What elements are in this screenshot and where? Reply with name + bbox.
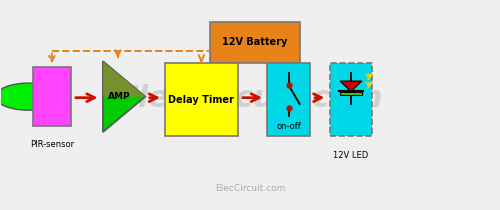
Text: ElecCircuit.com: ElecCircuit.com xyxy=(117,84,383,113)
FancyBboxPatch shape xyxy=(210,22,300,63)
FancyBboxPatch shape xyxy=(165,63,238,136)
Polygon shape xyxy=(103,61,146,132)
Text: Delay Timer: Delay Timer xyxy=(168,95,234,105)
FancyBboxPatch shape xyxy=(330,63,372,136)
Polygon shape xyxy=(340,81,362,91)
Text: 12V LED: 12V LED xyxy=(334,151,368,160)
Text: ElecCircuit.com: ElecCircuit.com xyxy=(215,184,285,193)
Text: AMP: AMP xyxy=(108,92,130,101)
FancyBboxPatch shape xyxy=(33,67,70,126)
Polygon shape xyxy=(103,61,146,97)
FancyBboxPatch shape xyxy=(268,63,310,136)
Text: PIR-sensor: PIR-sensor xyxy=(30,140,74,149)
Text: on-off: on-off xyxy=(276,122,301,131)
Text: 12V Battery: 12V Battery xyxy=(222,37,288,47)
FancyBboxPatch shape xyxy=(340,92,362,94)
Circle shape xyxy=(0,83,60,110)
